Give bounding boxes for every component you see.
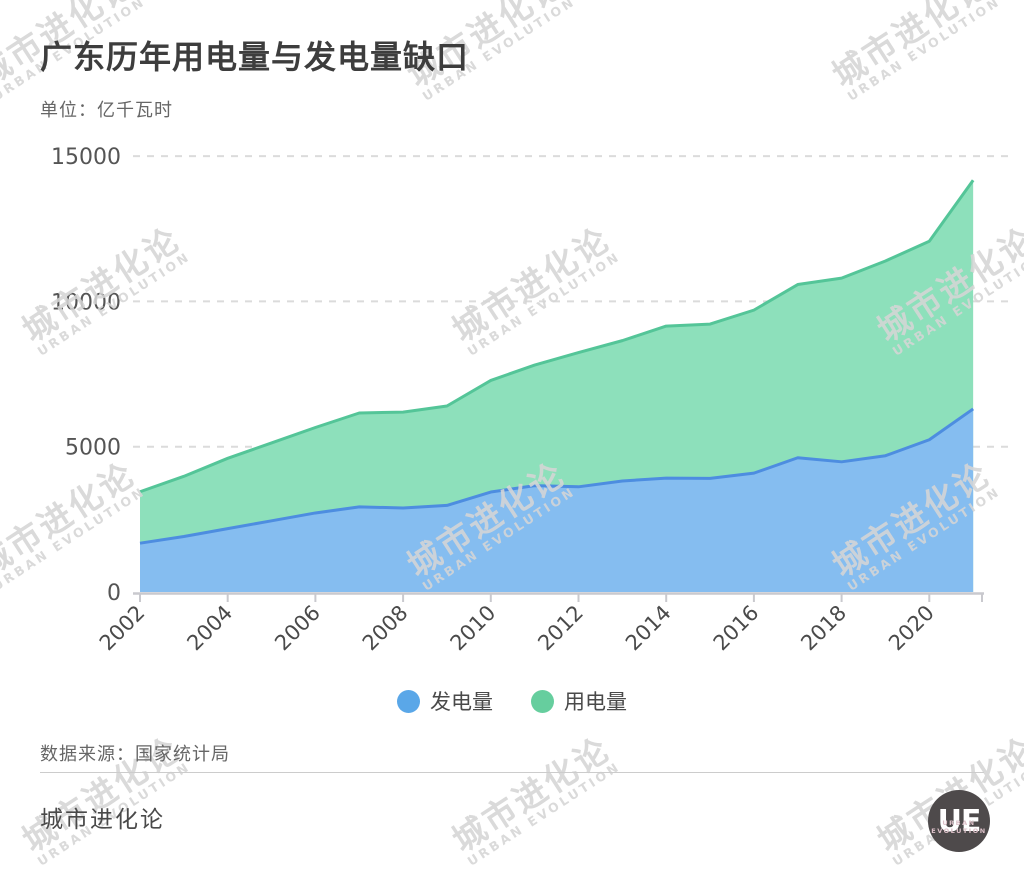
- x-tick-label-2014: 2014: [621, 601, 676, 656]
- y-tick-label-10000: 10000: [51, 290, 121, 315]
- x-tick-label-2002: 2002: [95, 601, 150, 656]
- legend-item-consumption: 用电量: [531, 686, 627, 716]
- legend-label-generation: 发电量: [430, 690, 493, 714]
- y-tick-label-0: 0: [107, 581, 121, 606]
- x-tick-label-2018: 2018: [796, 601, 851, 656]
- legend-dot-consumption-icon: [531, 689, 554, 713]
- logo-subtext: URBAN EVOLUTION: [931, 819, 987, 836]
- area-generation: [140, 408, 974, 592]
- x-tick-label-2012: 2012: [533, 601, 588, 656]
- logo-monogram: UE: [937, 803, 982, 839]
- x-tick-label-2008: 2008: [358, 601, 413, 656]
- legend-item-generation: 发电量: [397, 686, 493, 716]
- line-consumption: [139, 179, 975, 494]
- y-tick-label-15000: 15000: [51, 145, 121, 170]
- x-tick-label-2006: 2006: [270, 601, 325, 656]
- line-generation: [139, 407, 975, 545]
- x-tick-label-2010: 2010: [446, 601, 501, 656]
- data-source: 数据来源：国家统计局: [40, 744, 230, 765]
- chart-legend: 发电量 用电量: [0, 686, 1024, 716]
- urban-evolution-logo: UE URBAN EVOLUTION: [928, 790, 990, 852]
- legend-label-consumption: 用电量: [564, 690, 627, 714]
- y-tick-label-5000: 5000: [65, 436, 121, 461]
- footer-divider: [40, 772, 984, 773]
- legend-dot-generation-icon: [397, 689, 420, 713]
- page-title: 广东历年用电量与发电量缺口: [40, 38, 470, 76]
- x-tick-label-2016: 2016: [709, 601, 764, 656]
- x-tick-label-2004: 2004: [182, 601, 237, 656]
- unit-label: 单位：亿千瓦时: [40, 100, 173, 121]
- footer-brand: 城市进化论: [40, 807, 165, 833]
- x-tick-label-2020: 2020: [884, 601, 939, 656]
